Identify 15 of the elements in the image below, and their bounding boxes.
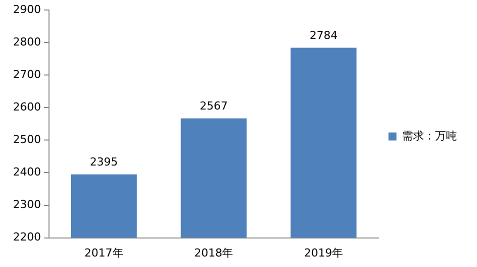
legend-label: 需求：万吨 bbox=[402, 129, 457, 142]
y-tick-label: 2400 bbox=[12, 166, 41, 179]
y-tick-label: 2700 bbox=[12, 68, 41, 81]
y-tick-label: 2300 bbox=[12, 198, 41, 212]
data-label: 2395 bbox=[90, 156, 118, 169]
y-tick-label: 2500 bbox=[12, 133, 41, 146]
data-label: 2567 bbox=[200, 100, 228, 113]
data-label: 2784 bbox=[310, 29, 338, 42]
y-tick-label: 2200 bbox=[12, 230, 41, 244]
y-tick-label: 2900 bbox=[12, 2, 41, 16]
x-tick-label: 2018年 bbox=[194, 246, 234, 260]
x-tick-label: 2017年 bbox=[84, 246, 124, 260]
y-tick-label: 2800 bbox=[12, 35, 41, 48]
x-tick-label: 2019年 bbox=[304, 246, 344, 260]
y-tick-label: 2600 bbox=[12, 100, 41, 114]
